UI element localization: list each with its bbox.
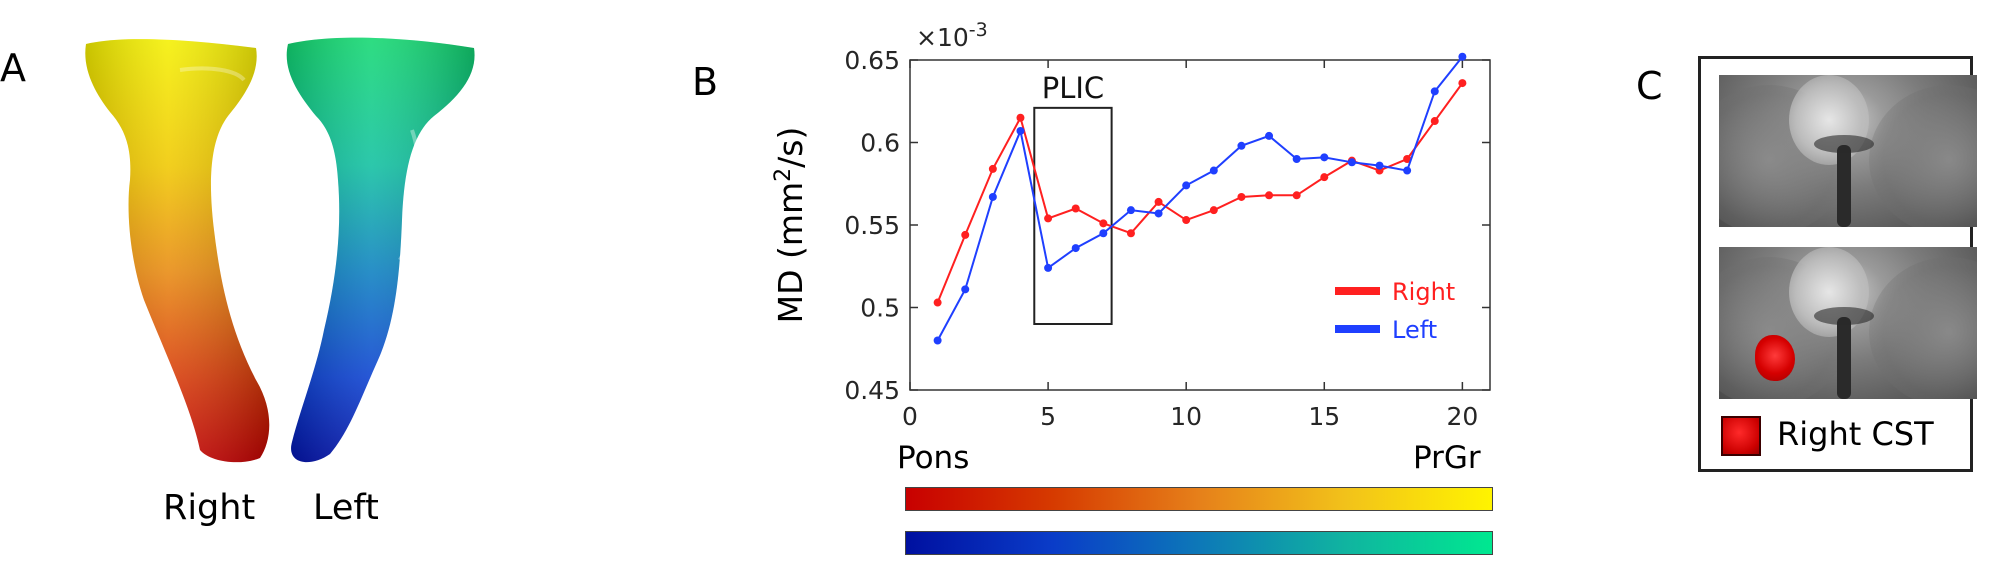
series-point-right <box>1320 173 1329 182</box>
series-point-left <box>1237 141 1246 150</box>
series-point-left <box>1209 166 1218 175</box>
panel-a-letter: A <box>0 46 26 90</box>
y-tick-label: 0.65 <box>844 46 900 75</box>
mri-slice-bottom <box>1719 247 1977 399</box>
y-axis-label: MD (mm2/s) <box>771 127 810 324</box>
mri-slice-top <box>1719 75 1977 227</box>
x-tick-label: 0 <box>902 402 918 431</box>
series-point-left <box>1430 87 1439 96</box>
y-tick-label: 0.6 <box>860 129 900 158</box>
legend-label-right: Right <box>1392 278 1455 306</box>
prgr-label: PrGr <box>1413 440 1481 476</box>
plic-box <box>1033 106 1113 325</box>
series-point-right <box>1126 229 1135 238</box>
plic-label: PLIC <box>1042 71 1104 105</box>
series-point-left <box>1126 206 1135 215</box>
right-tract-colorbar <box>905 487 1493 511</box>
y-tick-label: 0.5 <box>860 294 900 323</box>
left-tract-label: Left <box>313 488 379 528</box>
series-point-right <box>1458 79 1467 88</box>
series-point-left <box>1403 166 1412 175</box>
series-point-right <box>1182 216 1191 225</box>
y-tick-label: 0.45 <box>844 376 900 405</box>
series-point-left <box>1016 126 1025 135</box>
series-point-left <box>1265 131 1274 140</box>
series-point-left <box>961 285 970 294</box>
series-point-left <box>1044 263 1053 272</box>
series-point-right <box>1154 197 1163 206</box>
y-tick-label: 0.55 <box>844 211 900 240</box>
panel-c-letter: C <box>1636 64 1663 108</box>
right-cst-legend-label: Right CST <box>1777 415 1934 453</box>
series-point-left <box>1154 209 1163 218</box>
series-point-left <box>1292 155 1301 163</box>
series-point-right <box>1430 117 1439 126</box>
series-point-right <box>1016 113 1025 122</box>
right-cst-legend-swatch <box>1721 416 1761 456</box>
series-point-left <box>1320 153 1329 162</box>
x-tick-label: 15 <box>1308 402 1340 431</box>
series-point-left <box>1347 158 1356 167</box>
series-line-left <box>936 56 1464 341</box>
series-point-right <box>1044 214 1053 223</box>
series-point-left <box>1071 244 1080 253</box>
panel-b-letter: B <box>692 60 719 104</box>
series-point-right <box>961 230 970 239</box>
md-line-chart: 0 5 10 15 20 0.45 0.5 0.55 0.6 0.65 MD (mm2/s) ×10-… <box>771 19 1491 431</box>
series-point-right <box>988 164 997 173</box>
series-point-right <box>1403 155 1412 163</box>
series-point-right <box>1209 206 1218 215</box>
series-point-right <box>1071 204 1080 213</box>
series-point-left <box>933 336 942 345</box>
series-point-left <box>1182 181 1191 190</box>
mri-panel: Right CST <box>1698 56 1977 472</box>
right-tract-label: Right <box>163 488 256 528</box>
tract-renderings <box>85 37 475 463</box>
legend-label-left: Left <box>1392 316 1437 344</box>
x-tick-label: 5 <box>1040 402 1056 431</box>
left-tract-colorbar <box>905 531 1493 555</box>
x-tick-label: 10 <box>1170 402 1202 431</box>
x-tick-label: 20 <box>1446 402 1478 431</box>
series-point-left <box>1375 161 1384 170</box>
series-point-right <box>1237 192 1246 201</box>
series-point-left <box>988 192 997 201</box>
right-cst-roi <box>1755 335 1795 381</box>
series-point-right <box>1099 219 1108 228</box>
pons-label: Pons <box>897 440 970 476</box>
series-point-left <box>1099 229 1108 238</box>
series-line-right <box>936 82 1464 303</box>
series-point-right <box>1265 191 1274 200</box>
series-point-right <box>933 298 942 307</box>
y-axis-multiplier: ×10-3 <box>916 19 988 52</box>
series-point-left <box>1458 52 1467 61</box>
series-point-right <box>1292 191 1301 200</box>
